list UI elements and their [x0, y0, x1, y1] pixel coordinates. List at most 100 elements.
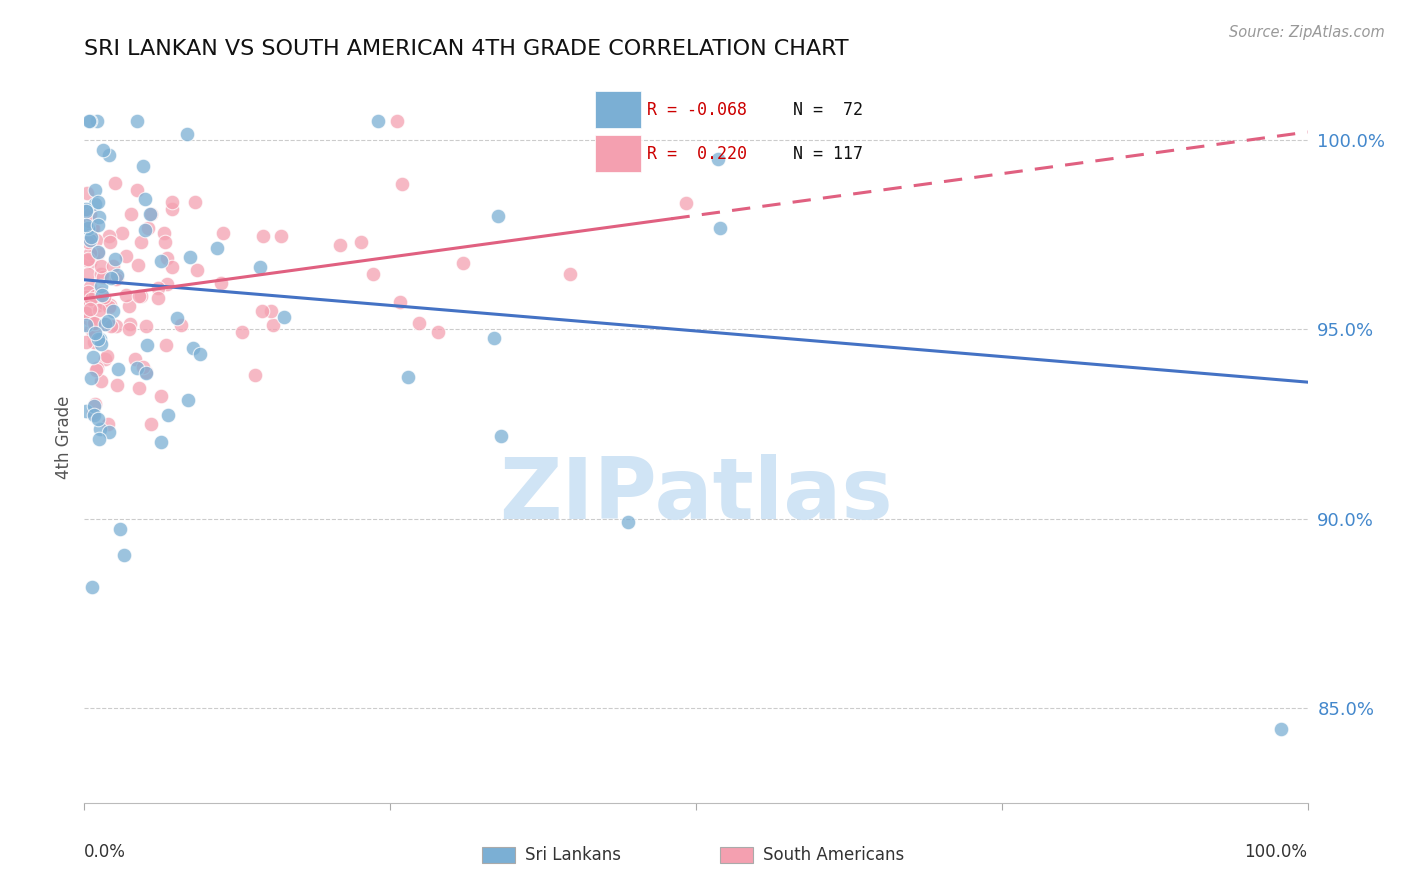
Point: [427, 325, 450, 339]
Point: [93, 295, 115, 310]
Point: [90, 336, 112, 351]
Point: [75, 303, 97, 318]
Point: [153, 226, 176, 240]
Point: [90, 285, 112, 300]
Point: [181, 341, 204, 355]
Point: [100, 271, 122, 285]
Point: [83, 183, 105, 197]
Point: [93, 290, 115, 304]
Point: [89, 421, 111, 435]
Point: [75, 202, 97, 216]
Point: [617, 515, 640, 529]
Point: [75, 202, 97, 217]
Text: Sri Lankans: Sri Lankans: [524, 847, 620, 864]
Point: [101, 260, 124, 274]
Point: [270, 228, 292, 243]
Point: [134, 223, 156, 237]
Point: [486, 209, 509, 223]
Point: [84, 196, 107, 211]
Point: [709, 220, 731, 235]
Point: [75, 305, 97, 319]
Point: [104, 252, 127, 267]
Point: [160, 260, 183, 274]
Point: [83, 316, 105, 330]
Point: [134, 192, 156, 206]
Point: [132, 359, 155, 374]
Point: [188, 347, 211, 361]
Point: [80, 322, 103, 336]
Point: [80, 580, 103, 594]
Text: South Americans: South Americans: [763, 847, 904, 864]
Point: [252, 304, 274, 318]
Point: [132, 159, 155, 173]
Point: [114, 249, 136, 263]
Point: [97, 314, 120, 328]
Point: [89, 432, 111, 446]
Point: [160, 202, 183, 216]
Point: [90, 375, 112, 389]
Point: [80, 292, 103, 306]
Point: [150, 254, 173, 268]
Point: [91, 143, 114, 157]
Point: [84, 363, 107, 377]
Point: [83, 326, 105, 341]
Point: [87, 246, 110, 260]
Point: [166, 310, 188, 325]
Point: [131, 235, 153, 249]
Point: [155, 338, 177, 352]
Point: [76, 253, 98, 268]
Point: [243, 368, 266, 382]
Point: [176, 127, 198, 141]
Point: [87, 297, 110, 311]
Text: 0.0%: 0.0%: [84, 843, 127, 861]
Point: [98, 298, 121, 312]
Point: [127, 183, 149, 197]
Point: [77, 213, 100, 227]
Point: [207, 241, 229, 255]
Point: [104, 176, 127, 190]
Point: [107, 362, 129, 376]
Point: [108, 522, 131, 536]
Point: [104, 318, 127, 333]
Point: [79, 206, 101, 220]
Point: [489, 428, 512, 442]
Point: [87, 412, 110, 426]
Point: [329, 238, 352, 252]
Point: [120, 207, 142, 221]
Point: [484, 331, 506, 345]
Point: [94, 318, 117, 332]
Point: [84, 325, 107, 339]
Point: [98, 235, 121, 249]
Point: [124, 351, 146, 366]
Point: [396, 369, 419, 384]
Point: [157, 408, 180, 422]
Point: [75, 203, 97, 218]
Point: [146, 291, 169, 305]
Point: [361, 267, 384, 281]
Point: [82, 249, 104, 263]
Point: [675, 195, 697, 210]
Point: [76, 221, 98, 235]
Point: [75, 404, 97, 418]
Point: [156, 251, 179, 265]
Point: [75, 219, 97, 233]
Point: [127, 361, 149, 376]
Point: [100, 318, 122, 333]
Point: [76, 186, 98, 200]
Text: 100.0%: 100.0%: [1244, 843, 1308, 861]
Point: [76, 235, 98, 249]
Y-axis label: 4th Grade: 4th Grade: [55, 395, 73, 479]
Point: [259, 303, 281, 318]
Point: [84, 234, 107, 248]
Point: [83, 397, 105, 411]
Point: [558, 267, 581, 281]
Point: [707, 152, 730, 166]
Point: [146, 281, 169, 295]
Point: [155, 235, 177, 249]
Point: [79, 280, 101, 294]
Point: [262, 318, 284, 333]
Point: [86, 113, 108, 128]
Point: [184, 194, 207, 209]
Point: [75, 318, 97, 332]
Point: [160, 195, 183, 210]
